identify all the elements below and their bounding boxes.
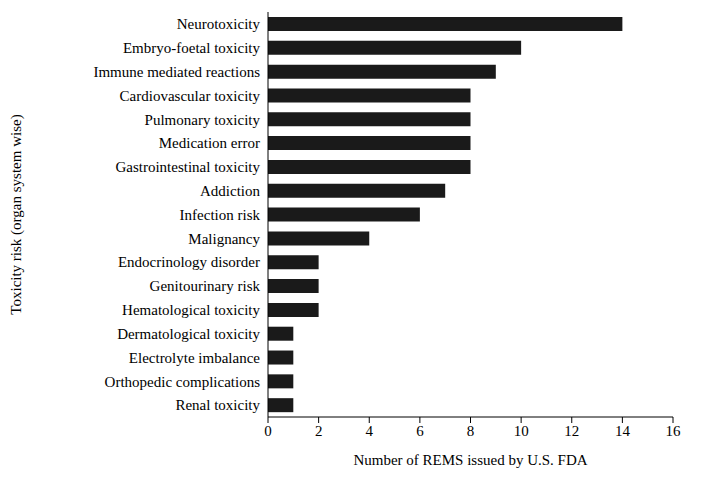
svg-text:Orthopedic complications: Orthopedic complications: [105, 374, 261, 390]
svg-text:16: 16: [666, 423, 682, 439]
svg-text:14: 14: [615, 423, 631, 439]
svg-text:Genitourinary risk: Genitourinary risk: [150, 278, 261, 294]
svg-text:Malignancy: Malignancy: [188, 231, 260, 247]
svg-text:4: 4: [366, 423, 374, 439]
svg-text:12: 12: [564, 423, 579, 439]
svg-text:Hematological toxicity: Hematological toxicity: [122, 302, 260, 318]
svg-text:8: 8: [467, 423, 475, 439]
svg-text:Electrolyte imbalance: Electrolyte imbalance: [129, 350, 261, 366]
svg-text:10: 10: [514, 423, 529, 439]
svg-text:Dermatological toxicity: Dermatological toxicity: [117, 326, 260, 342]
svg-text:Immune mediated reactions: Immune mediated reactions: [93, 64, 260, 80]
svg-text:Number of REMS issued by U.S.: Number of REMS issued by U.S. FDA: [353, 452, 587, 468]
svg-text:Renal toxicity: Renal toxicity: [175, 397, 260, 413]
svg-text:Endocrinology disorder: Endocrinology disorder: [118, 254, 260, 270]
svg-text:6: 6: [416, 423, 424, 439]
svg-text:Infection risk: Infection risk: [180, 207, 261, 223]
svg-text:Toxicity risk (organ system wi: Toxicity risk (organ system wise): [8, 114, 25, 314]
svg-text:Addiction: Addiction: [200, 183, 260, 199]
svg-text:2: 2: [315, 423, 323, 439]
svg-text:Embryo-foetal toxicity: Embryo-foetal toxicity: [123, 40, 261, 56]
svg-text:Medication error: Medication error: [159, 135, 260, 151]
svg-text:Gastrointestinal toxicity: Gastrointestinal toxicity: [115, 159, 260, 175]
svg-text:0: 0: [264, 423, 272, 439]
svg-text:Neurotoxicity: Neurotoxicity: [177, 16, 261, 32]
svg-text:Cardiovascular toxicity: Cardiovascular toxicity: [120, 88, 261, 104]
svg-text:Pulmonary toxicity: Pulmonary toxicity: [145, 112, 261, 128]
